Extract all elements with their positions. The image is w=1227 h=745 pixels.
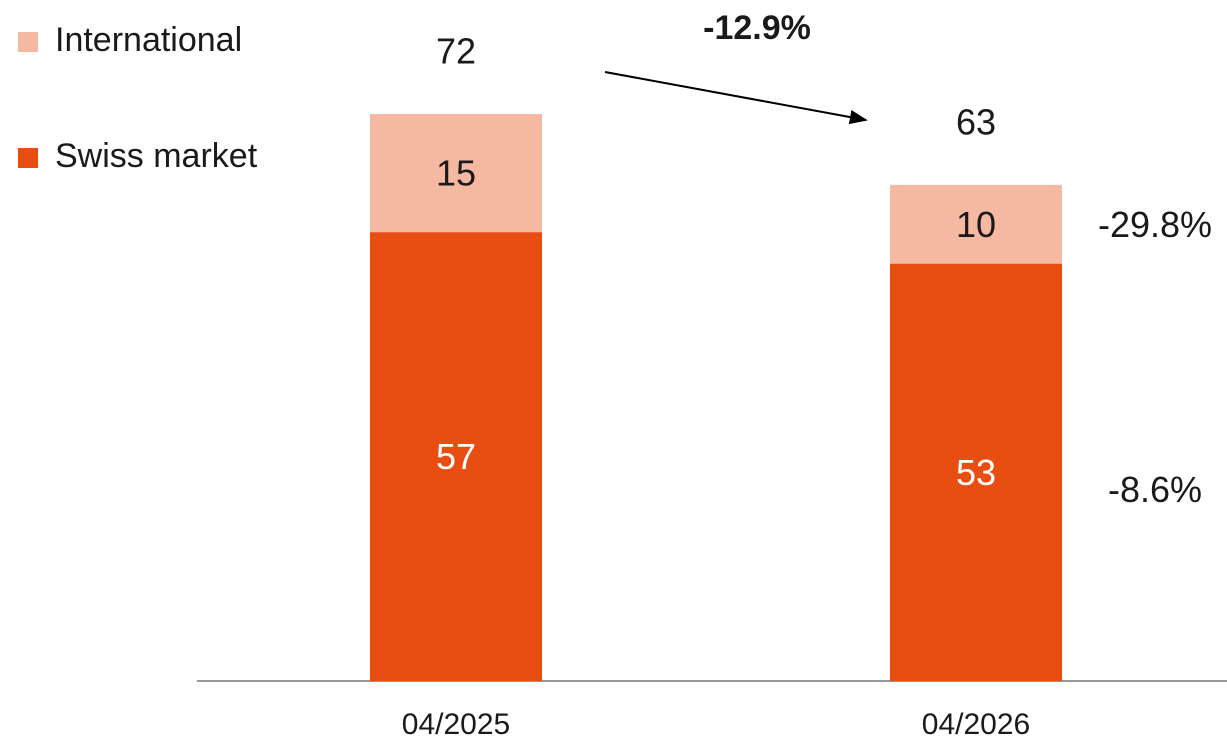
change-arrow	[604, 71, 868, 125]
legend-swatch	[18, 148, 38, 168]
change-label: -29.8%	[1098, 204, 1212, 245]
legend-label: International	[55, 21, 242, 59]
total-label: 63	[956, 101, 996, 142]
change-label: -8.6%	[1108, 469, 1202, 510]
total-change: -12.9%	[703, 9, 811, 47]
total-label: 72	[436, 31, 476, 72]
bar-segment	[370, 114, 542, 233]
legend-label: Swiss market	[55, 137, 258, 175]
x-tick-label: 04/2025	[402, 708, 510, 741]
x-tick-label: 04/2026	[922, 708, 1030, 741]
value-label: 53	[956, 452, 996, 493]
bar-segment	[370, 232, 542, 681]
legend-swatch	[18, 32, 38, 52]
value-label: 15	[436, 153, 476, 194]
value-label: 57	[436, 436, 476, 477]
bar-segment	[890, 184, 1062, 264]
bar-segment	[890, 263, 1062, 681]
value-label: 10	[956, 204, 996, 245]
